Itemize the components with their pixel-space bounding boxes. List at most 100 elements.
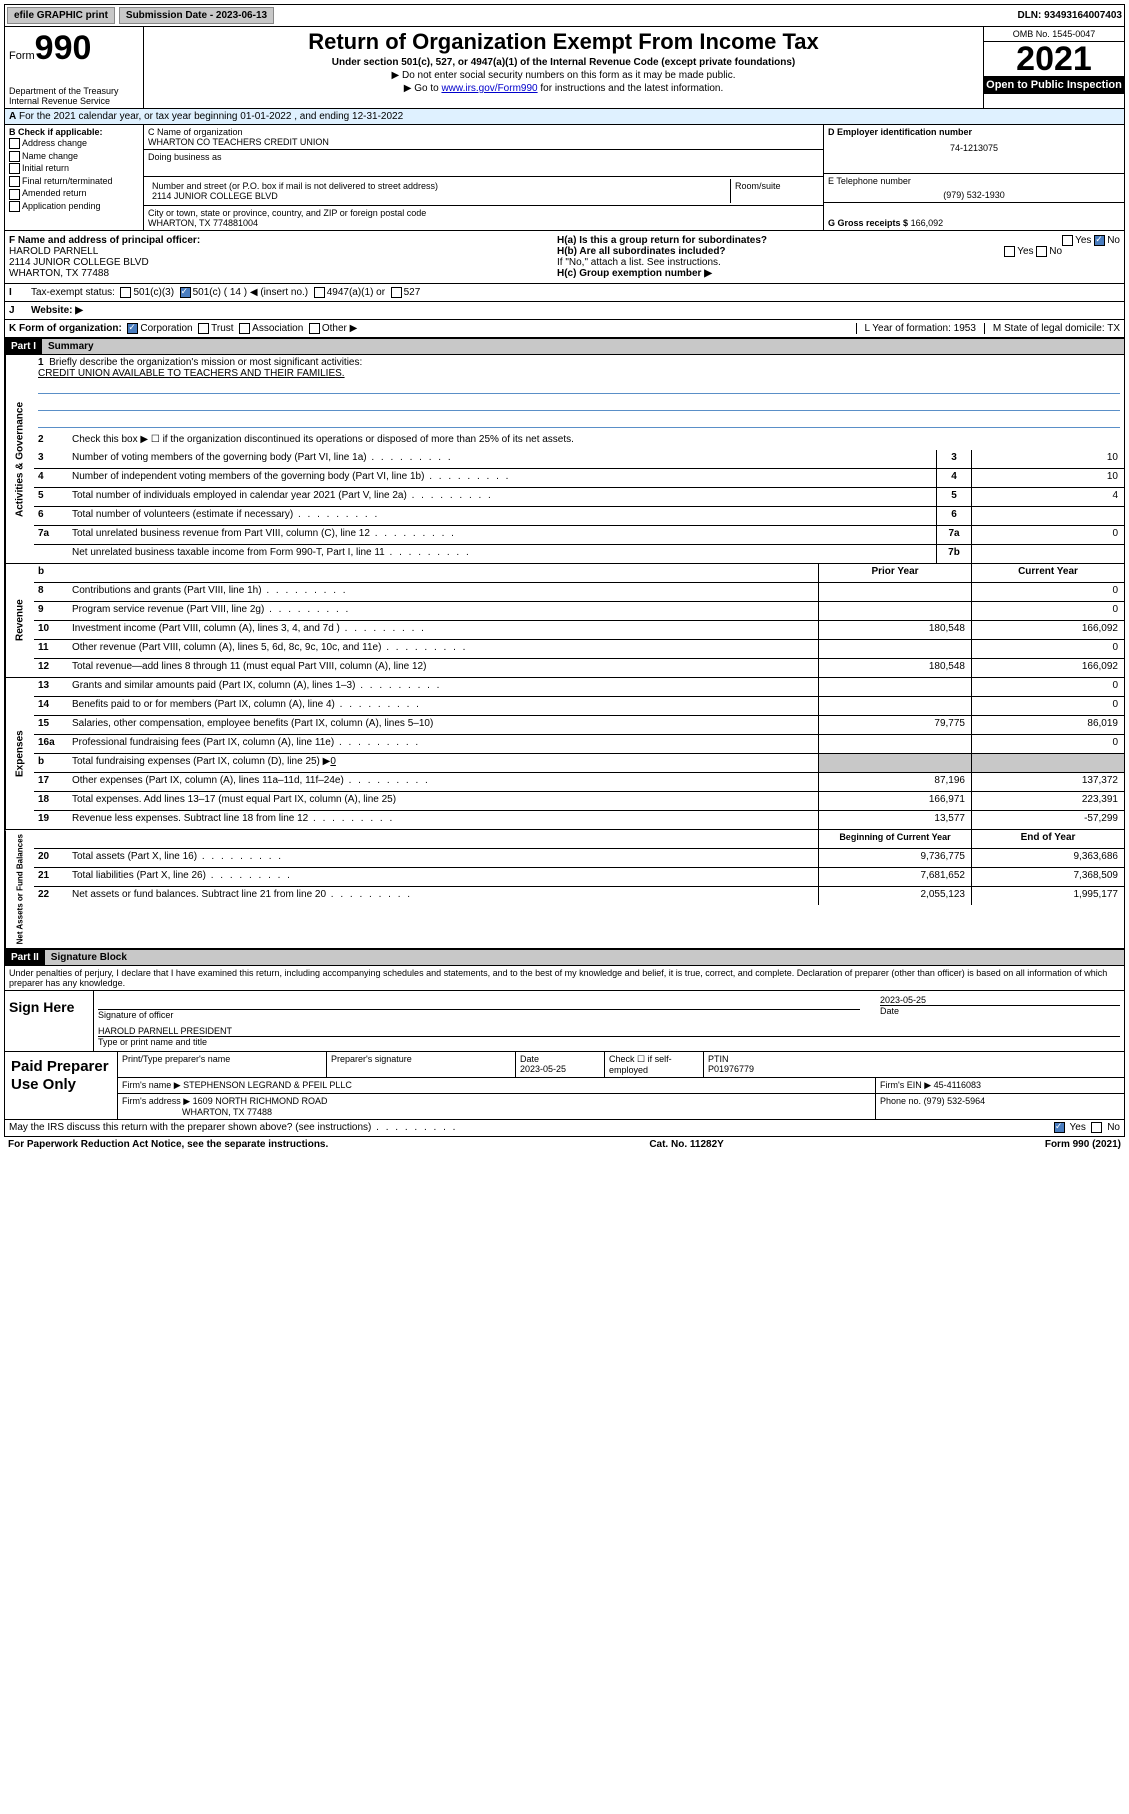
section-i: I Tax-exempt status: 501(c)(3) 501(c) ( …: [4, 284, 1125, 302]
r12-p: 180,548: [818, 659, 971, 677]
r7a-num: 7a: [34, 526, 68, 544]
r7b-val: [971, 545, 1124, 563]
r7b-num: [34, 545, 68, 563]
firm-phone: Phone no. (979) 532-5964: [876, 1094, 1124, 1119]
r19-c: -57,299: [971, 811, 1124, 829]
r17-p: 87,196: [818, 773, 971, 791]
r16a-num: 16a: [34, 735, 68, 753]
right-info: D Employer identification number 74-1213…: [823, 125, 1124, 230]
efile-button[interactable]: efile GRAPHIC print: [7, 7, 115, 24]
r17-c: 137,372: [971, 773, 1124, 791]
pra-notice: For Paperwork Reduction Act Notice, see …: [8, 1139, 328, 1150]
r20-p: 9,736,775: [818, 849, 971, 867]
form-ref: Form 990 (2021): [1045, 1139, 1121, 1150]
form-header: Form990 Department of the Treasury Inter…: [4, 27, 1125, 109]
section-b: B Check if applicable: Address change Na…: [5, 125, 144, 230]
k-other: Other ▶: [322, 323, 357, 334]
section-c: C Name of organization WHARTON CO TEACHE…: [144, 125, 823, 230]
r7a-text: Total unrelated business revenue from Pa…: [68, 526, 936, 544]
hdr-curr: Current Year: [971, 564, 1124, 582]
irs-discuss: May the IRS discuss this return with the…: [9, 1122, 457, 1133]
r8-c: 0: [971, 583, 1124, 601]
chk-app-pending[interactable]: Application pending: [9, 200, 139, 213]
r22-p: 2,055,123: [818, 887, 971, 905]
r2-num: 2: [34, 432, 68, 450]
r15-text: Salaries, other compensation, employee b…: [68, 716, 818, 734]
r7b-box: 7b: [936, 545, 971, 563]
city-label: City or town, state or province, country…: [148, 208, 819, 218]
addr-cell: Number and street (or P.O. box if mail i…: [144, 177, 823, 206]
form-label: Form: [9, 50, 35, 62]
r6-text: Total number of volunteers (estimate if …: [68, 507, 936, 525]
k-corp: Corporation: [140, 323, 192, 334]
header-center: Return of Organization Exempt From Incom…: [144, 27, 983, 108]
r16a-c: 0: [971, 735, 1124, 753]
note-ssn: ▶ Do not enter social security numbers o…: [150, 70, 977, 81]
mission-text: CREDIT UNION AVAILABLE TO TEACHERS AND T…: [38, 368, 1120, 379]
hb-text: H(b) Are all subordinates included?: [557, 246, 726, 257]
chk-name-change[interactable]: Name change: [9, 150, 139, 163]
r22-num: 22: [34, 887, 68, 905]
ha-text: H(a) Is this a group return for subordin…: [557, 235, 767, 246]
r18-c: 223,391: [971, 792, 1124, 810]
paid-h2: Preparer's signature: [327, 1052, 516, 1077]
submission-date: Submission Date - 2023-06-13: [119, 7, 274, 24]
r1-num: 1: [38, 357, 44, 368]
f-label: F Name and address of principal officer:: [9, 235, 200, 246]
r2-text: Check this box ▶ ☐ if the organization d…: [68, 432, 1124, 450]
r12-text: Total revenue—add lines 8 through 11 (mu…: [68, 659, 818, 677]
ein: 74-1213075: [828, 143, 1120, 153]
r5-val: 4: [971, 488, 1124, 506]
form-title: Return of Organization Exempt From Incom…: [150, 29, 977, 55]
r13-num: 13: [34, 678, 68, 696]
sig-date-label: Date: [880, 1005, 1120, 1016]
r10-text: Investment income (Part VIII, column (A)…: [68, 621, 818, 639]
r20-text: Total assets (Part X, line 16): [68, 849, 818, 867]
declaration: Under penalties of perjury, I declare th…: [5, 966, 1124, 990]
r16b-text: Total fundraising expenses (Part IX, col…: [68, 754, 818, 772]
org-name-label: C Name of organization: [148, 127, 819, 137]
phone: (979) 532-1930: [828, 190, 1120, 200]
main-info-grid: B Check if applicable: Address change Na…: [4, 125, 1125, 231]
city: WHARTON, TX 774881004: [148, 218, 819, 228]
cat-no: Cat. No. 11282Y: [649, 1139, 723, 1150]
r18-num: 18: [34, 792, 68, 810]
r9-num: 9: [34, 602, 68, 620]
part2-title: Signature Block: [45, 950, 1124, 965]
sig-officer-label: Signature of officer: [98, 1010, 860, 1020]
signature-block: Under penalties of perjury, I declare th…: [4, 966, 1125, 1052]
expenses-label: Expenses: [5, 678, 34, 829]
revenue-label: Revenue: [5, 564, 34, 677]
revenue-section: Revenue bPrior YearCurrent Year 8Contrib…: [4, 564, 1125, 678]
org-name-cell: C Name of organization WHARTON CO TEACHE…: [144, 125, 823, 150]
r10-num: 10: [34, 621, 68, 639]
gross-val: 166,092: [911, 218, 944, 228]
r5-text: Total number of individuals employed in …: [68, 488, 936, 506]
irs-link[interactable]: www.irs.gov/Form990: [441, 83, 537, 94]
r9-c: 0: [971, 602, 1124, 620]
gross-label: G Gross receipts $: [828, 218, 908, 228]
form-990-num: 990: [35, 29, 92, 67]
r14-text: Benefits paid to or for members (Part IX…: [68, 697, 818, 715]
discuss-no: No: [1107, 1123, 1120, 1134]
dln: DLN: 93493164007403: [1017, 10, 1122, 21]
r15-c: 86,019: [971, 716, 1124, 734]
ein-cell: D Employer identification number 74-1213…: [824, 125, 1124, 174]
paid-h1: Print/Type preparer's name: [118, 1052, 327, 1077]
m-state: M State of legal domicile: TX: [984, 323, 1120, 334]
r4-text: Number of independent voting members of …: [68, 469, 936, 487]
chk-amended[interactable]: Amended return: [9, 187, 139, 200]
rev-b: b: [34, 564, 68, 582]
r7a-box: 7a: [936, 526, 971, 544]
phone-cell: E Telephone number (979) 532-1930: [824, 174, 1124, 203]
officer-addr1: 2114 JUNIOR COLLEGE BLVD: [9, 257, 149, 268]
chk-initial-return[interactable]: Initial return: [9, 162, 139, 175]
chk-final-return[interactable]: Final return/terminated: [9, 175, 139, 188]
part1-label: Part I: [5, 339, 42, 354]
firm-addr: Firm's address ▶ 1609 NORTH RICHMOND ROA…: [118, 1094, 876, 1119]
r13-c: 0: [971, 678, 1124, 696]
r3-num: 3: [34, 450, 68, 468]
chk-address-change[interactable]: Address change: [9, 137, 139, 150]
r20-num: 20: [34, 849, 68, 867]
phone-label: E Telephone number: [828, 176, 1120, 186]
